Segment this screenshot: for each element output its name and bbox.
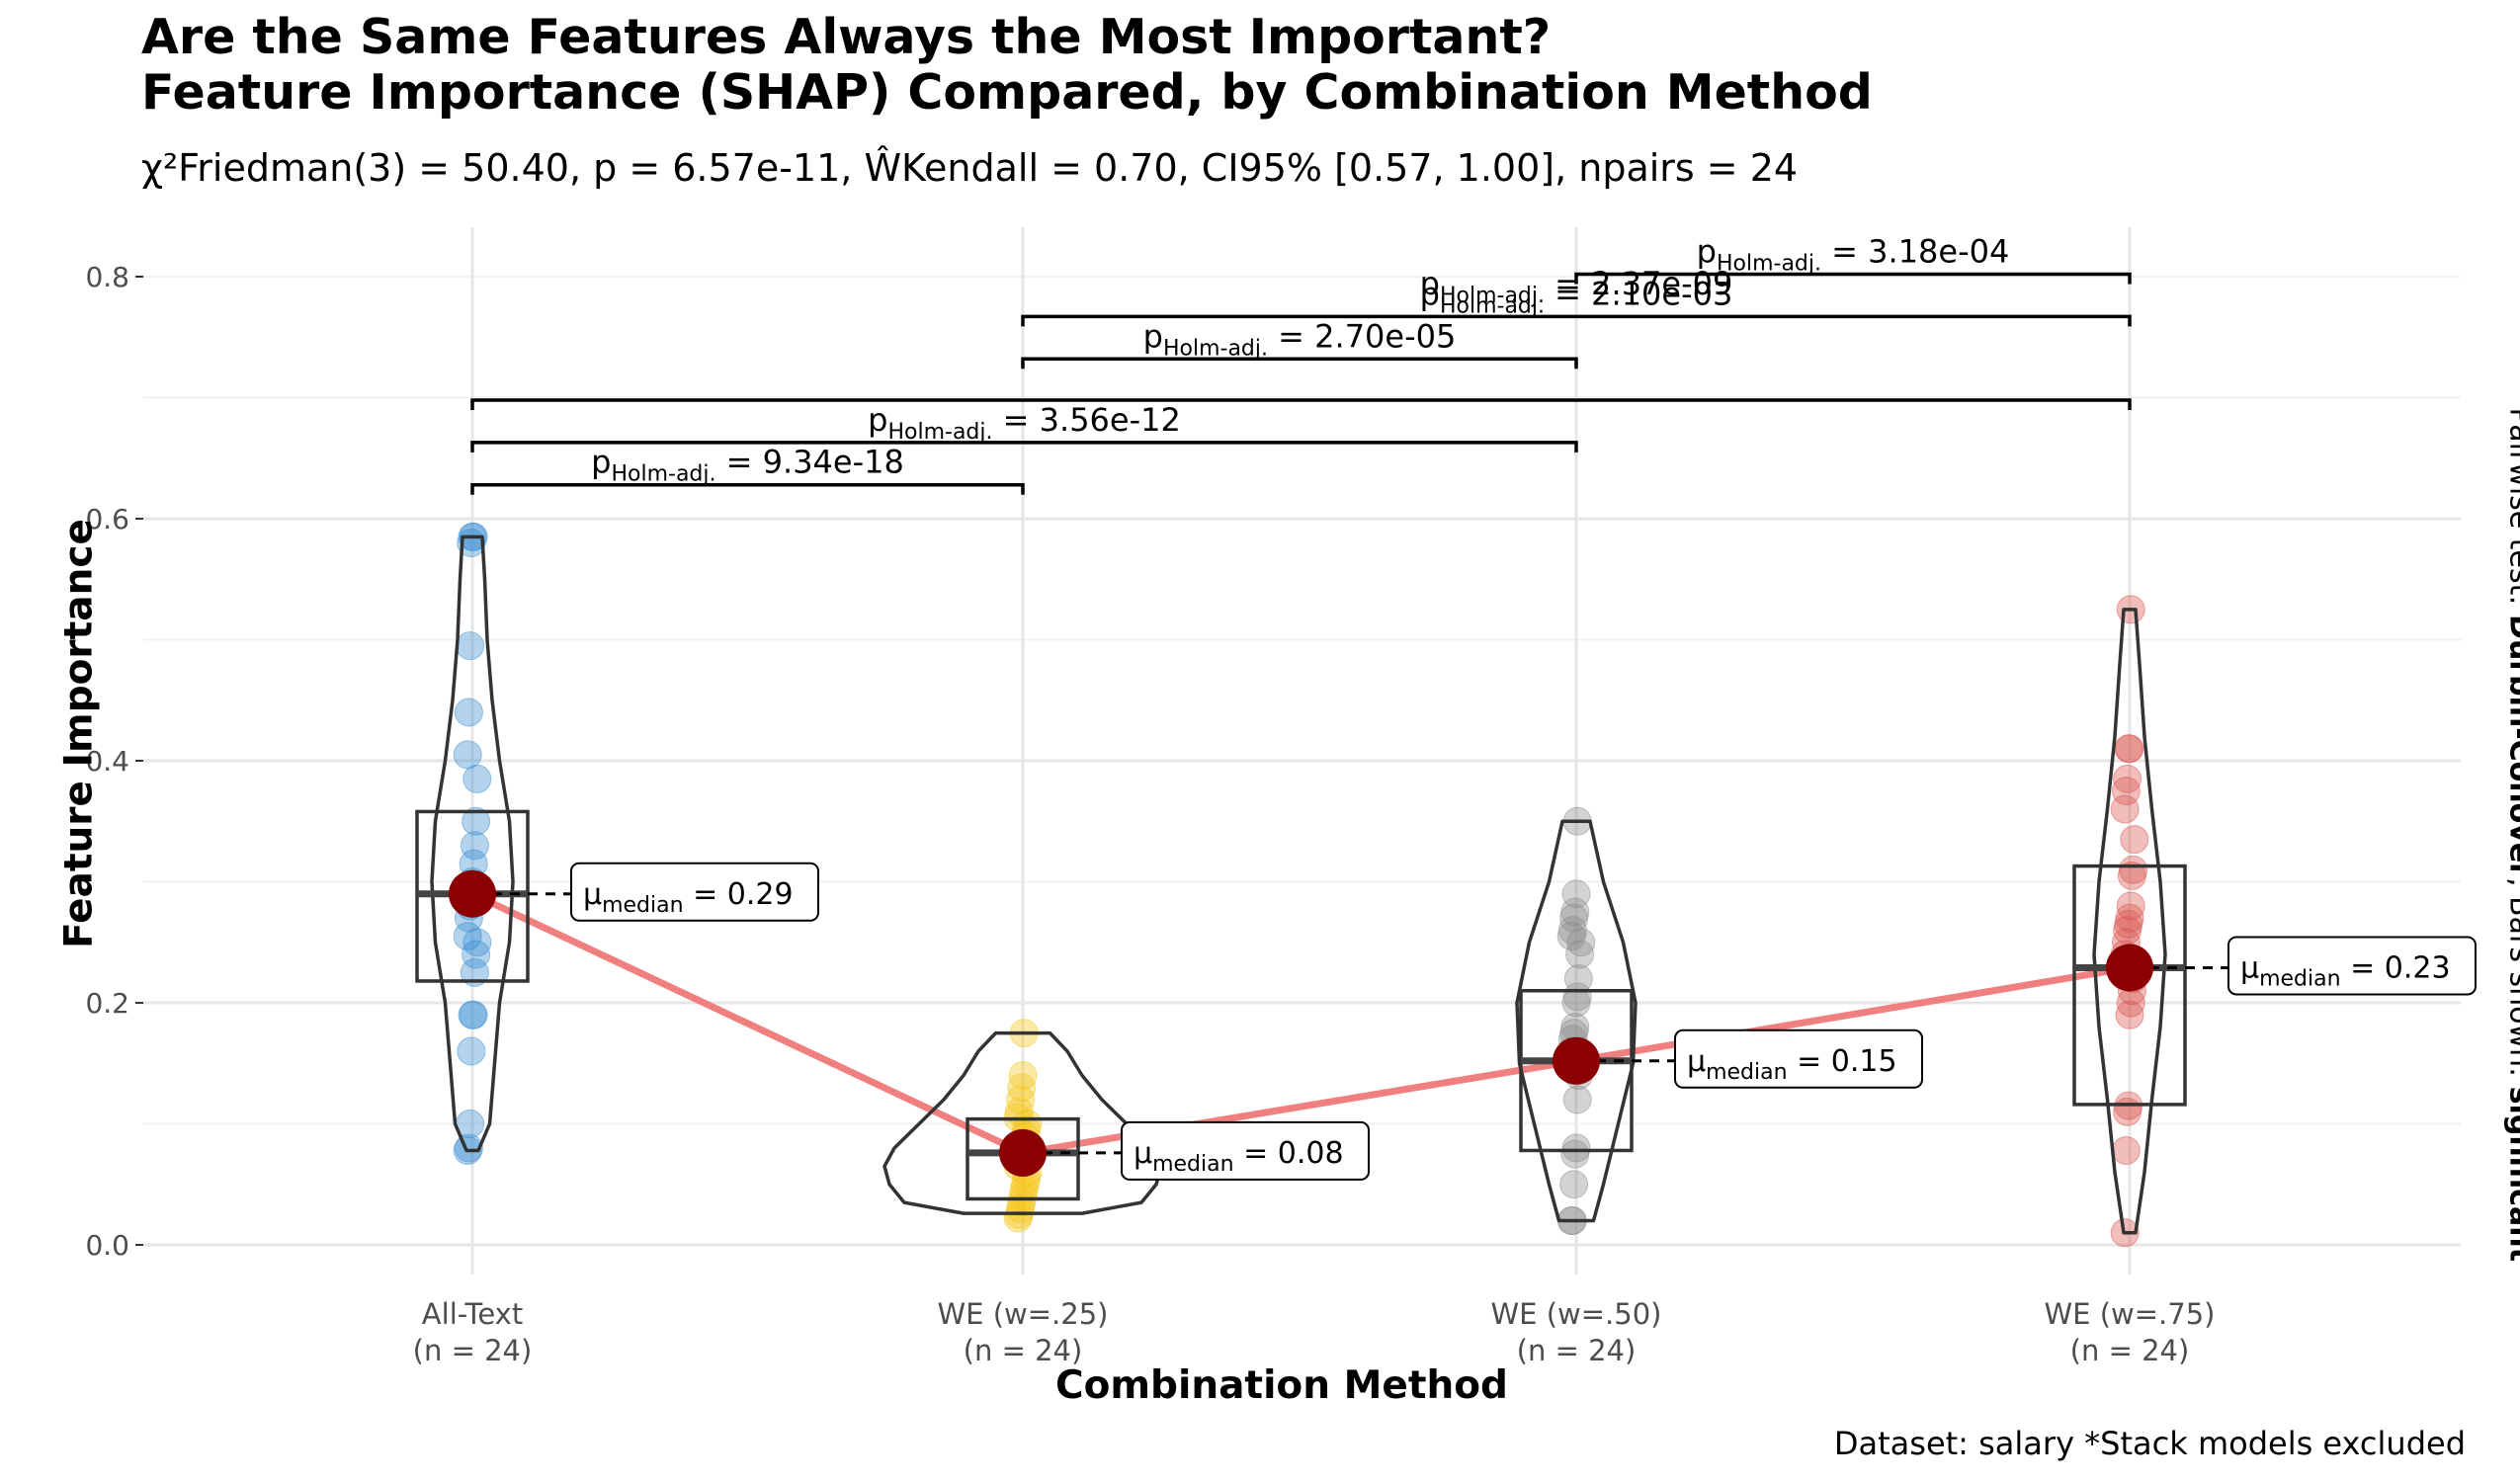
pairwise-p-label: pHolm-adj. = 2.70e-05 (1143, 317, 1457, 361)
median-label-box (1121, 1120, 1370, 1181)
pairwise-test-label: Pairwise test: Durbin-Conover, Bars show… (2502, 407, 2520, 1262)
x-tick-label: WE (w=.75) (2045, 1297, 2216, 1331)
data-point (454, 698, 483, 727)
data-point (462, 928, 492, 957)
x-tick-count-label: (n = 24) (964, 1334, 1083, 1367)
box-iqr (2072, 864, 2187, 1107)
median-label-box (570, 862, 819, 922)
data-point (2119, 855, 2148, 884)
data-point (1008, 1061, 1038, 1090)
data-point (456, 631, 485, 661)
x-axis-title: Combination Method (1055, 1363, 1508, 1408)
pairwise-p-label: pHolm-adj. = 2.37e-09 (1420, 265, 1733, 308)
data-point (1007, 1073, 1037, 1103)
chart-title-line2: Feature Importance (SHAP) Compared, by C… (141, 64, 1873, 121)
data-point (2120, 825, 2149, 855)
data-point (1006, 1085, 1036, 1114)
x-tick-label: All-Text (422, 1297, 523, 1331)
x-tick-label: WE (w=.50) (1491, 1297, 1662, 1331)
x-tick-count-label: (n = 24) (1517, 1334, 1637, 1367)
data-point (1566, 928, 1596, 957)
median-dot (449, 869, 496, 918)
chart-subtitle-statistics: χ²Friedman(3) = 50.40, p = 6.57e-11, ŴKe… (141, 146, 1799, 190)
data-point (462, 764, 492, 793)
data-point (459, 1000, 488, 1029)
median-dot (1553, 1036, 1600, 1085)
data-point (457, 1036, 486, 1066)
chart-title-line1: Are the Same Features Always the Most Im… (141, 9, 1552, 65)
data-point (460, 831, 489, 861)
data-point (2115, 734, 2144, 764)
y-tick-label: 0.2 (85, 987, 129, 1020)
median-label: μmedian = 0.23 (2227, 936, 2477, 996)
box-iqr (1519, 989, 1634, 1153)
pairwise-bracket (1021, 314, 2132, 327)
pairwise-bracket (470, 482, 1025, 495)
y-tick-label: 0.4 (85, 745, 129, 778)
pairwise-bracket (470, 441, 1578, 453)
data-point (2111, 1135, 2141, 1165)
data-point (2111, 777, 2141, 806)
data-point (1565, 940, 1595, 969)
median-trend-line (470, 890, 2131, 1157)
data-point (1563, 964, 1593, 993)
y-tick-label: 0.0 (85, 1229, 129, 1262)
data-point (1561, 879, 1591, 909)
median-label-text: μmedian = 0.08 (1134, 1136, 1344, 1177)
violin-outline (1515, 819, 1638, 1223)
pairwise-bracket (1574, 272, 2132, 285)
median-label: μmedian = 0.29 (570, 862, 819, 922)
data-point (462, 806, 491, 836)
median-dot (2106, 944, 2153, 992)
x-tick-label: WE (w=.25) (938, 1297, 1109, 1331)
data-point (1560, 1013, 1590, 1041)
median-label-text: μmedian = 0.15 (1687, 1044, 1897, 1085)
median-label-box (2227, 936, 2477, 996)
y-tick-label: 0.6 (85, 503, 129, 535)
violin-outline (2092, 608, 2167, 1235)
data-point (2115, 903, 2144, 933)
data-point (2113, 764, 2142, 793)
data-point (2116, 891, 2145, 921)
data-point (1562, 1085, 1592, 1114)
y-tick-label: 0.8 (85, 261, 129, 293)
median-dot (999, 1128, 1047, 1177)
caption-dataset: Dataset: salary *Stack models excluded (1833, 1425, 2466, 1462)
pairwise-bracket (470, 398, 2132, 410)
pairwise-p-label: pHolm-adj. = 9.34e-18 (591, 444, 904, 487)
pairwise-p-label: pHolm-adj. = 3.56e-12 (868, 401, 1181, 445)
median-label: μmedian = 0.15 (1674, 1029, 1923, 1089)
pairwise-p-label: pHolm-adj. = 3.18e-04 (1697, 233, 2010, 277)
median-label: μmedian = 0.08 (1121, 1120, 1370, 1181)
box-iqr (966, 1116, 1080, 1201)
y-axis-title: Feature Importance (56, 519, 102, 948)
x-tick-count-label: (n = 24) (2070, 1334, 2190, 1367)
pairwise-bracket (1021, 357, 1578, 370)
median-label-text: μmedian = 0.23 (2240, 950, 2451, 991)
group-1: μmedian = 0.08 (882, 1019, 1370, 1233)
group-0: μmedian = 0.29 (415, 522, 819, 1165)
x-tick-count-label: (n = 24) (413, 1334, 533, 1367)
data-point (2115, 1000, 2144, 1029)
violin-outline (430, 535, 515, 1153)
data-point (1557, 916, 1587, 945)
data-point (1559, 1170, 1589, 1199)
data-point (462, 940, 491, 969)
group-2: μmedian = 0.15 (1515, 806, 1923, 1235)
median-label-box (1674, 1029, 1923, 1089)
data-point (453, 740, 482, 770)
data-point (1561, 1133, 1591, 1163)
group-3: μmedian = 0.23 (2072, 595, 2477, 1248)
median-label-text: μmedian = 0.29 (583, 877, 794, 918)
